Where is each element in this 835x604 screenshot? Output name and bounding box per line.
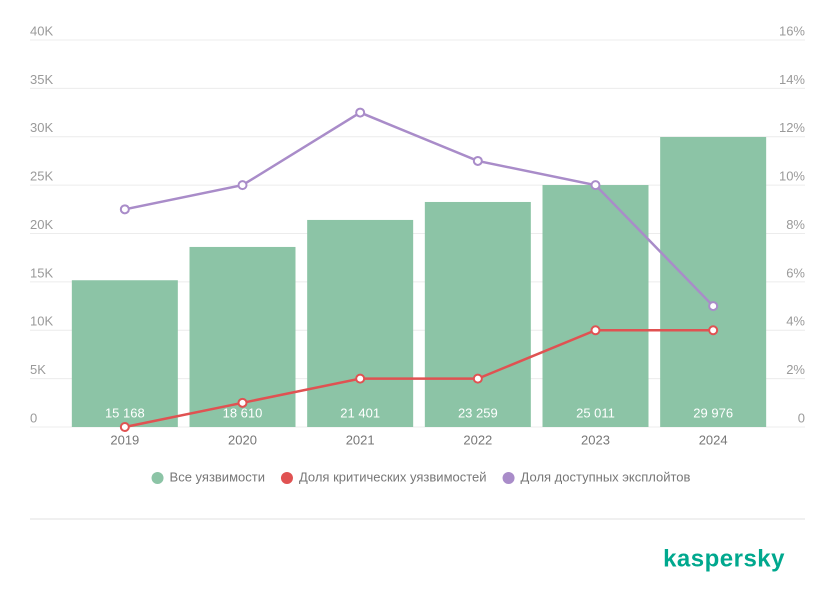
y2-tick-label: 8% (786, 217, 805, 232)
x-tick-label: 2024 (699, 432, 728, 447)
bar-value-label: 25 011 (576, 405, 615, 420)
y2-tick-label: 2% (786, 362, 805, 377)
x-tick-label: 2020 (228, 432, 257, 447)
legend-marker (151, 472, 164, 484)
legend-marker (502, 472, 515, 484)
y2-tick-label: 10% (779, 169, 805, 184)
bar (71, 280, 178, 427)
bar (660, 136, 767, 428)
bar (542, 185, 649, 427)
line-point (590, 325, 601, 336)
y-tick-label: 20K (30, 217, 53, 232)
brand-logo: kaspersky (663, 545, 785, 572)
line-point (119, 422, 130, 432)
legend-label: Доля критических уязвимостей (299, 469, 487, 484)
legend-label: Все уязвимости (170, 469, 265, 484)
x-tick-label: 2022 (463, 432, 492, 447)
y-tick-label: 10K (30, 314, 53, 329)
line-point (708, 301, 719, 312)
line-point (237, 180, 248, 191)
bar-value-label: 23 259 (458, 405, 498, 420)
line-point (472, 373, 483, 384)
x-tick-label: 2019 (110, 432, 139, 447)
line-point (590, 180, 601, 191)
bar-value-label: 18 610 (223, 405, 263, 420)
y2-tick-label: 12% (779, 120, 805, 135)
line (124, 329, 714, 429)
y-tick-label: 35K (30, 72, 53, 87)
y-tick-label: 40K (30, 23, 53, 38)
bar (189, 246, 296, 427)
y-tick-label: 5K (30, 362, 46, 377)
y2-tick-label: 6% (786, 265, 805, 280)
line-point (355, 107, 366, 118)
y2-tick-label: 16% (779, 23, 805, 38)
bar-value-label: 29 976 (693, 405, 733, 420)
bar-value-label: 15 168 (105, 405, 145, 420)
bar (424, 201, 531, 427)
y2-tick-label: 4% (786, 314, 805, 329)
bar (307, 219, 414, 427)
line-point (119, 204, 130, 215)
line-point (472, 155, 483, 166)
legend-marker (280, 472, 293, 484)
line-point (237, 397, 248, 408)
line-point (708, 325, 719, 336)
line-point (355, 373, 366, 384)
line (124, 111, 715, 307)
y-tick-label: 0 (30, 410, 37, 425)
bar-value-label: 21 401 (340, 405, 380, 420)
y2-tick-label: 0 (798, 410, 805, 425)
y2-tick-label: 14% (779, 72, 805, 87)
legend-label: Доля доступных эксплойтов (521, 469, 691, 484)
y-tick-label: 15K (30, 265, 53, 280)
y-tick-label: 30K (30, 120, 53, 135)
x-tick-label: 2023 (581, 432, 610, 447)
x-tick-label: 2021 (346, 432, 375, 447)
y-tick-label: 25K (30, 169, 53, 184)
